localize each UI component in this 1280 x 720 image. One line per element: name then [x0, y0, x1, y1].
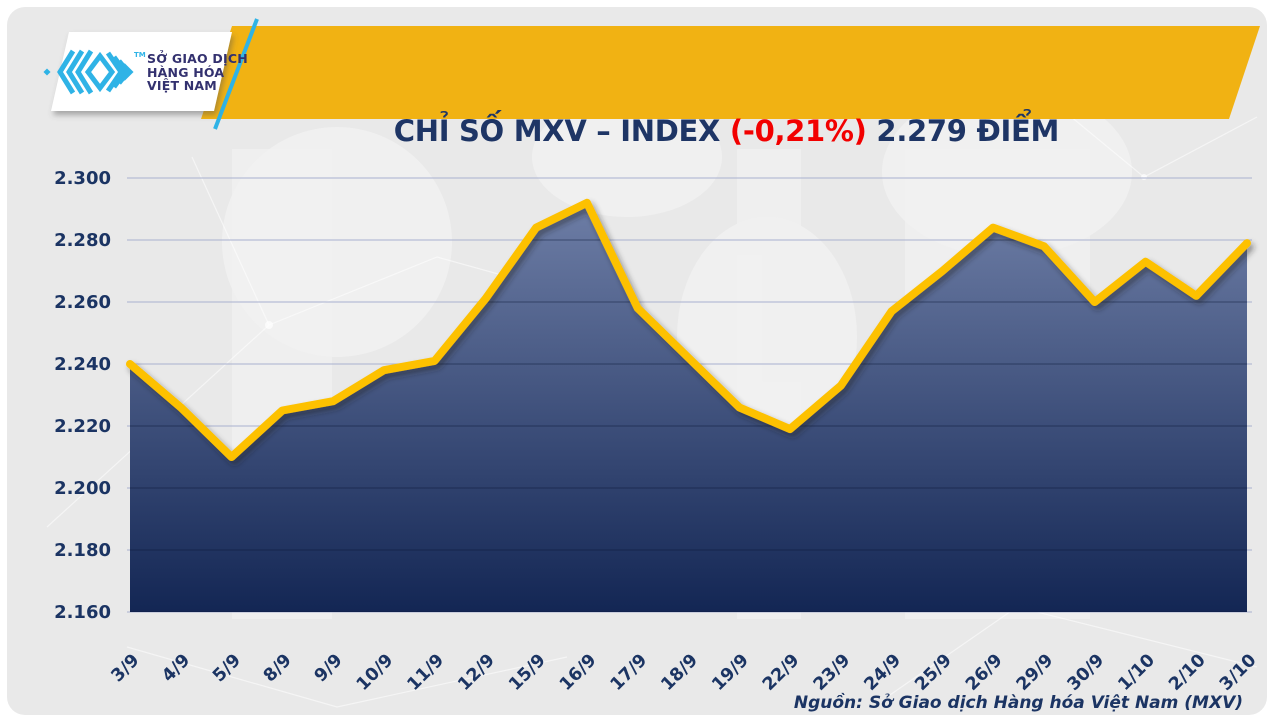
x-axis-label: 4/9: [158, 650, 194, 686]
logo-line-1: SỞ GIAO DỊCH: [147, 51, 248, 66]
x-axis-label: 2/10: [1165, 650, 1209, 694]
x-axis-label: 17/9: [607, 650, 651, 694]
mxv-logo-icon: [57, 49, 134, 95]
logo-center-dot: [43, 68, 51, 76]
y-axis-label: 2.280: [54, 230, 111, 251]
x-axis-label: 16/9: [556, 650, 600, 694]
x-axis-label: 3/10: [1216, 650, 1260, 694]
y-axis-label: 2.260: [54, 292, 111, 313]
title-change-percent: (-0,21%): [729, 114, 867, 148]
y-axis-label: 2.240: [54, 354, 111, 375]
chart-title: CHỈ SỐ MXV – INDEX (-0,21%) 2.279 ĐIỂM: [257, 47, 1137, 148]
x-axis-label: 11/9: [404, 650, 448, 694]
y-axis-label: 2.180: [54, 540, 111, 561]
x-axis-label: 1/10: [1115, 650, 1159, 694]
trademark-label: TM: [134, 51, 146, 59]
y-axis-label: 2.300: [54, 168, 111, 189]
x-axis-label: 19/9: [708, 650, 752, 694]
y-axis-label: 2.220: [54, 416, 111, 437]
y-axis-label: 2.200: [54, 478, 111, 499]
card-background: 2.160 2.180 2.200 2.220 2.240 2.260 2.280 2.300…: [7, 7, 1267, 715]
x-axis-label: 26/9: [962, 650, 1006, 694]
logo-line-3: VIỆT NAM: [147, 78, 217, 93]
x-axis-label: 9/9: [311, 650, 347, 686]
x-axis-label: 23/9: [810, 650, 854, 694]
x-axis-label: 18/9: [658, 650, 702, 694]
title-value: 2.279 ĐIỂM: [866, 114, 1060, 148]
y-axis-label: 2.160: [54, 602, 111, 623]
x-axis-label: 25/9: [911, 650, 955, 694]
x-axis-label: 5/9: [209, 650, 245, 686]
title-prefix: CHỈ SỐ MXV – INDEX: [393, 114, 730, 148]
area-fill: [130, 202, 1247, 613]
x-axis-label: 8/9: [260, 650, 296, 686]
x-axis-label: 15/9: [505, 650, 549, 694]
x-axis-label: 24/9: [861, 650, 905, 694]
x-axis-label: 22/9: [759, 650, 803, 694]
x-axis-label: 12/9: [454, 650, 498, 694]
x-axis-label: 30/9: [1064, 650, 1108, 694]
logo-wordmark: SỞ GIAO DỊCH HÀNG HÓA VIỆT NAM: [147, 52, 248, 93]
x-axis-label: 10/9: [353, 650, 397, 694]
x-axis-label: 29/9: [1013, 650, 1057, 694]
source-note: Nguồn: Sở Giao dịch Hàng hóa Việt Nam (M…: [793, 693, 1243, 713]
x-axis-label: 3/9: [108, 650, 144, 686]
index-line: [126, 198, 1251, 461]
logo-line-2: HÀNG HÓA: [147, 64, 225, 80]
